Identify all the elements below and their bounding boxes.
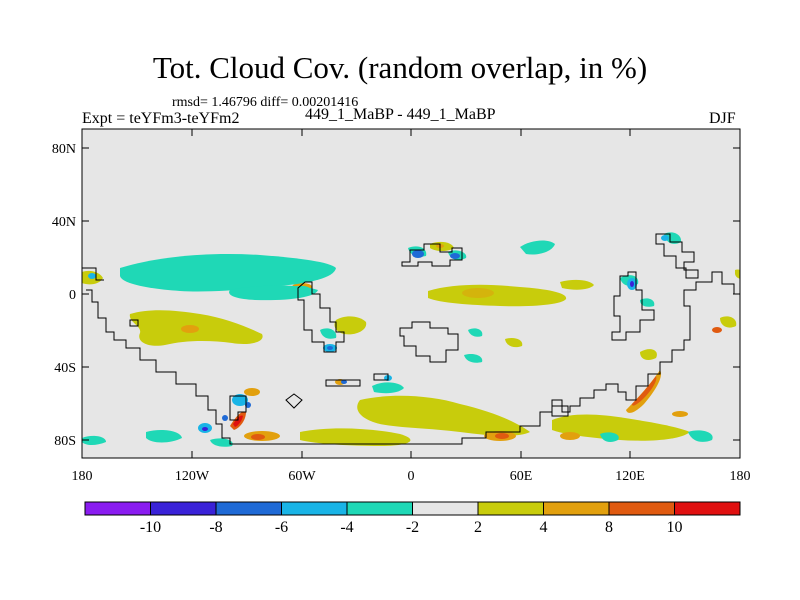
colorbar-label-7: 8 [605, 519, 613, 536]
colorbar-label-5: 2 [474, 519, 482, 536]
island-outline-2 [401, 243, 463, 267]
lat-tick-40n: 40N [52, 215, 76, 230]
season-label: DJF [709, 110, 736, 127]
colorbar-swatch-8 [608, 501, 675, 516]
colorbar-labels: -10 -8 -6 -4 -2 2 4 8 10 [140, 519, 683, 536]
island-outline-9 [129, 319, 139, 327]
colorbar-swatch-9 [674, 501, 741, 516]
strong-positive-regions [181, 244, 722, 441]
north-coast-outline [82, 267, 104, 281]
colorbar-swatch-7 [543, 501, 610, 516]
africa-outline [297, 281, 345, 353]
colorbar-label-6: 4 [540, 519, 548, 536]
strong-negative-regions [88, 235, 669, 433]
lon-tick-60w: 60W [288, 469, 316, 484]
continent-outlines [82, 233, 740, 445]
lon-tick-120e: 120E [615, 469, 645, 484]
colorbar-label-2: -6 [275, 519, 288, 536]
colorbar-swatch-6 [477, 501, 544, 516]
lon-tick-0: 0 [408, 469, 415, 484]
colorbar-label-1: -8 [209, 519, 222, 536]
island-outline-7 [551, 405, 569, 417]
map-title: Tot. Cloud Cov. (random overlap, in %) [152, 50, 648, 85]
colorbar-label-3: -4 [340, 519, 353, 536]
colorbar-swatch-2 [215, 501, 282, 516]
colorbar-swatch-3 [281, 501, 348, 516]
latitude-axis: 80N 40N 0 40S 80S [52, 142, 740, 449]
island-outline-6 [655, 233, 699, 279]
negative-anomaly-regions [82, 232, 713, 447]
island-outline-5 [611, 271, 655, 341]
lon-tick-180e: 180 [730, 469, 751, 484]
colorbar-swatch-5 [412, 501, 479, 516]
colorbar [84, 501, 741, 516]
island-outline-4 [325, 379, 361, 387]
colorbar-label-8: 10 [667, 519, 683, 536]
lon-tick-60e: 60E [510, 469, 533, 484]
case-label: 449_1_MaBP - 449_1_MaBP [305, 106, 496, 123]
south-america-outline [86, 271, 740, 445]
lat-tick-80s: 80S [54, 434, 76, 449]
island-outline-3 [373, 373, 389, 381]
lon-tick-180w: 180 [72, 469, 93, 484]
colorbar-swatch-1 [150, 501, 217, 516]
rmsd-diff-stats: rmsd= 1.46796 diff= 0.00201416 [172, 95, 359, 110]
experiment-label: Expt = teYFm3-teYFm2 [82, 110, 240, 127]
colorbar-swatch-4 [346, 501, 413, 516]
island-outline-8 [285, 393, 303, 409]
island-outline-1 [399, 321, 459, 363]
colorbar-label-0: -10 [140, 519, 161, 536]
lon-tick-120w: 120W [175, 469, 210, 484]
colorbar-label-4: -2 [406, 519, 419, 536]
longitude-axis: 180 120W 60W 0 60E 120E 180 [72, 129, 751, 484]
difference-field [82, 232, 740, 447]
lat-tick-0: 0 [69, 288, 76, 303]
island-outline-10 [229, 395, 247, 421]
colorbar-swatch-0 [84, 501, 151, 516]
lat-tick-80n: 80N [52, 142, 76, 157]
lat-tick-40s: 40S [54, 361, 76, 376]
